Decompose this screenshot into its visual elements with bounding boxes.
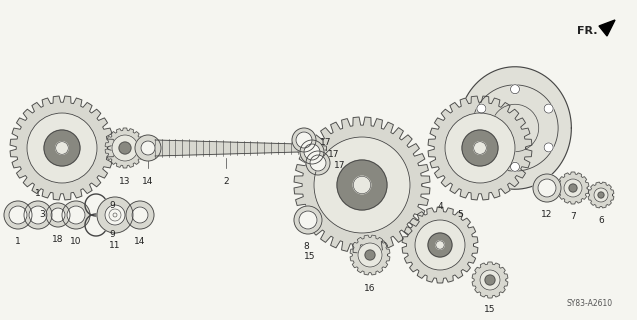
Circle shape [67, 206, 85, 224]
Circle shape [51, 208, 65, 222]
Polygon shape [599, 20, 615, 36]
Circle shape [337, 160, 387, 210]
Circle shape [296, 132, 312, 148]
Circle shape [314, 137, 410, 233]
Text: 13: 13 [119, 177, 131, 186]
Polygon shape [298, 144, 326, 152]
Circle shape [24, 201, 52, 229]
Circle shape [132, 207, 148, 223]
Circle shape [9, 206, 27, 224]
Circle shape [27, 113, 97, 183]
Polygon shape [472, 262, 508, 298]
Circle shape [141, 141, 155, 155]
Polygon shape [557, 172, 589, 204]
Circle shape [4, 201, 32, 229]
Circle shape [510, 162, 520, 171]
Polygon shape [155, 140, 298, 156]
Text: 15: 15 [304, 252, 316, 261]
Circle shape [97, 197, 133, 233]
Circle shape [300, 140, 324, 164]
Polygon shape [294, 117, 430, 253]
Text: FR.: FR. [577, 26, 598, 36]
Circle shape [415, 220, 465, 270]
Text: 7: 7 [570, 212, 576, 221]
Circle shape [445, 113, 515, 183]
Circle shape [126, 201, 154, 229]
Circle shape [477, 143, 486, 152]
Text: 15: 15 [484, 305, 496, 314]
Circle shape [365, 250, 375, 260]
Circle shape [306, 151, 330, 175]
Circle shape [569, 184, 577, 192]
Polygon shape [105, 128, 145, 168]
Text: 9: 9 [109, 201, 115, 210]
Circle shape [304, 144, 320, 160]
Circle shape [477, 104, 486, 113]
Circle shape [474, 142, 486, 154]
Circle shape [485, 275, 495, 285]
Text: 1: 1 [15, 237, 21, 246]
Text: 14: 14 [142, 177, 154, 186]
Circle shape [299, 211, 317, 229]
Text: 17: 17 [320, 138, 331, 147]
Text: 18: 18 [52, 235, 64, 244]
Text: 3: 3 [39, 210, 45, 219]
Circle shape [354, 176, 371, 194]
Circle shape [292, 128, 316, 152]
Circle shape [428, 233, 452, 257]
Circle shape [44, 130, 80, 166]
Polygon shape [428, 96, 532, 200]
Text: 9: 9 [109, 230, 115, 239]
Circle shape [105, 205, 125, 225]
Circle shape [544, 143, 553, 152]
Circle shape [533, 174, 561, 202]
Circle shape [112, 135, 138, 161]
Circle shape [358, 243, 382, 267]
Circle shape [29, 206, 47, 224]
Text: 11: 11 [110, 241, 121, 250]
Text: 14: 14 [134, 237, 146, 246]
Polygon shape [402, 207, 478, 283]
Circle shape [135, 135, 161, 161]
Polygon shape [588, 182, 614, 208]
Circle shape [544, 104, 553, 113]
Circle shape [119, 142, 131, 154]
Polygon shape [350, 235, 390, 275]
Circle shape [598, 192, 604, 198]
Text: SY83-A2610: SY83-A2610 [567, 299, 613, 308]
Circle shape [62, 201, 90, 229]
Text: 4: 4 [437, 202, 443, 211]
Text: 8: 8 [303, 242, 309, 251]
Circle shape [594, 188, 608, 202]
Text: 6: 6 [598, 216, 604, 225]
Text: 2: 2 [223, 177, 229, 186]
Polygon shape [10, 96, 114, 200]
Circle shape [46, 203, 70, 227]
Text: 5: 5 [457, 210, 463, 219]
Circle shape [510, 85, 520, 94]
Polygon shape [459, 67, 571, 189]
Circle shape [55, 142, 68, 154]
Circle shape [538, 179, 556, 197]
Text: 17: 17 [328, 150, 340, 159]
Circle shape [294, 206, 322, 234]
Circle shape [480, 270, 500, 290]
Text: 12: 12 [541, 210, 553, 219]
Text: 10: 10 [70, 237, 82, 246]
Text: 1: 1 [35, 189, 41, 198]
Circle shape [564, 179, 582, 197]
Circle shape [310, 155, 326, 171]
Text: 16: 16 [364, 284, 376, 293]
Circle shape [436, 241, 444, 249]
Text: 17: 17 [334, 161, 345, 170]
Circle shape [462, 130, 498, 166]
